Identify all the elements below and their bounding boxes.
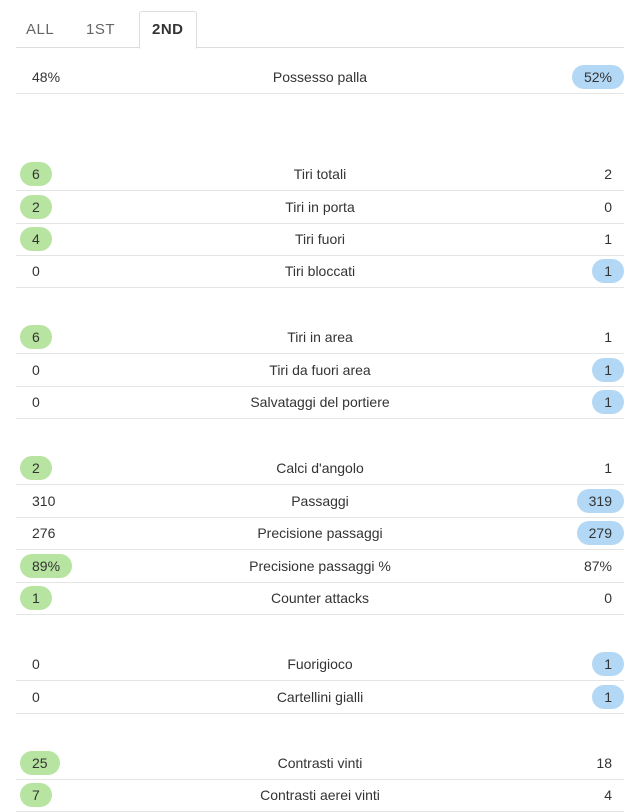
home-value: 89% xyxy=(20,554,73,578)
away-value: 1 xyxy=(592,390,624,414)
away-value: 1 xyxy=(604,329,612,345)
stat-row: Calci d'angolo 2 1 xyxy=(16,452,624,485)
away-value: 18 xyxy=(596,755,612,771)
away-value: 87% xyxy=(583,558,612,574)
tab-1st[interactable]: 1ST xyxy=(86,21,116,38)
period-tabs: ALL 1ST 2ND xyxy=(16,0,624,49)
stat-label: Tiri da fuori area xyxy=(269,362,371,378)
stat-row: Contrasti aerei vinti 7 4 xyxy=(16,779,624,812)
stat-label: Tiri bloccati xyxy=(284,263,356,279)
away-value: 1 xyxy=(604,460,612,476)
stat-label: Calci d'angolo xyxy=(276,460,364,476)
home-value: 4 xyxy=(20,227,52,251)
home-value: 310 xyxy=(32,493,56,509)
away-value: 52% xyxy=(571,65,624,89)
stat-row: Passaggi 310 319 xyxy=(16,485,624,518)
home-value: 1 xyxy=(20,586,52,610)
stat-label: Tiri fuori xyxy=(294,231,346,247)
away-value: 1 xyxy=(604,231,612,247)
away-value: 1 xyxy=(592,358,624,382)
stat-row: Counter attacks 1 0 xyxy=(16,582,624,615)
home-value: 7 xyxy=(20,783,52,807)
stat-label: Tiri totali xyxy=(293,166,347,182)
home-value: 2 xyxy=(20,195,52,219)
stat-label: Passaggi xyxy=(291,493,349,509)
stat-row: Tiri in porta 2 0 xyxy=(16,191,624,224)
stat-row: Tiri fuori 4 1 xyxy=(16,223,624,256)
home-value: 0 xyxy=(32,263,40,279)
home-value: 276 xyxy=(32,525,56,541)
stat-row: Fuorigioco 0 1 xyxy=(16,648,624,681)
away-value: 2 xyxy=(604,166,612,182)
away-value: 319 xyxy=(576,489,624,513)
home-value: 25 xyxy=(20,751,60,775)
home-value: 0 xyxy=(32,394,40,410)
away-value: 0 xyxy=(604,199,612,215)
stat-label: Possesso palla xyxy=(272,69,368,85)
away-value: 279 xyxy=(576,521,624,545)
stat-label: Tiri in area xyxy=(287,329,353,345)
away-value: 0 xyxy=(604,590,612,606)
stat-label: Salvataggi del portiere xyxy=(250,394,390,410)
stat-row: Precisione passaggi % 89% 87% xyxy=(16,550,624,583)
home-value: 0 xyxy=(32,689,40,705)
stat-row: Tiri da fuori area 0 1 xyxy=(16,354,624,387)
tab-all[interactable]: ALL xyxy=(26,21,55,38)
stat-label: Contrasti aerei vinti xyxy=(260,787,380,803)
stat-row: Salvataggi del portiere 0 1 xyxy=(16,386,624,419)
home-value: 0 xyxy=(32,362,40,378)
stat-row: Precisione passaggi 276 279 xyxy=(16,517,624,550)
stat-row: Cartellini gialli 0 1 xyxy=(16,681,624,714)
home-value: 6 xyxy=(20,162,52,186)
stat-row: Possesso palla 48% 52% xyxy=(16,61,624,94)
home-value: 6 xyxy=(20,325,52,349)
stat-label: Precisione passaggi % xyxy=(249,558,391,574)
stat-label: Fuorigioco xyxy=(287,656,353,672)
tab-2nd[interactable]: 2ND xyxy=(139,11,197,49)
away-value: 1 xyxy=(592,685,624,709)
stat-row: Tiri totali 6 2 xyxy=(16,158,624,191)
home-value: 2 xyxy=(20,456,52,480)
stat-row: Tiri in area 6 1 xyxy=(16,321,624,354)
stat-row: Tiri bloccati 0 1 xyxy=(16,255,624,288)
stat-label: Counter attacks xyxy=(270,590,370,606)
stat-row: Contrasti vinti 25 18 xyxy=(16,747,624,780)
stat-label: Cartellini gialli xyxy=(276,689,364,705)
stat-label: Precisione passaggi xyxy=(257,525,383,541)
home-value: 0 xyxy=(32,656,40,672)
away-value: 4 xyxy=(604,787,612,803)
stat-label: Contrasti vinti xyxy=(277,755,363,771)
home-value: 48% xyxy=(32,69,61,85)
stat-label: Tiri in porta xyxy=(285,199,355,215)
away-value: 1 xyxy=(592,652,624,676)
away-value: 1 xyxy=(592,259,624,283)
